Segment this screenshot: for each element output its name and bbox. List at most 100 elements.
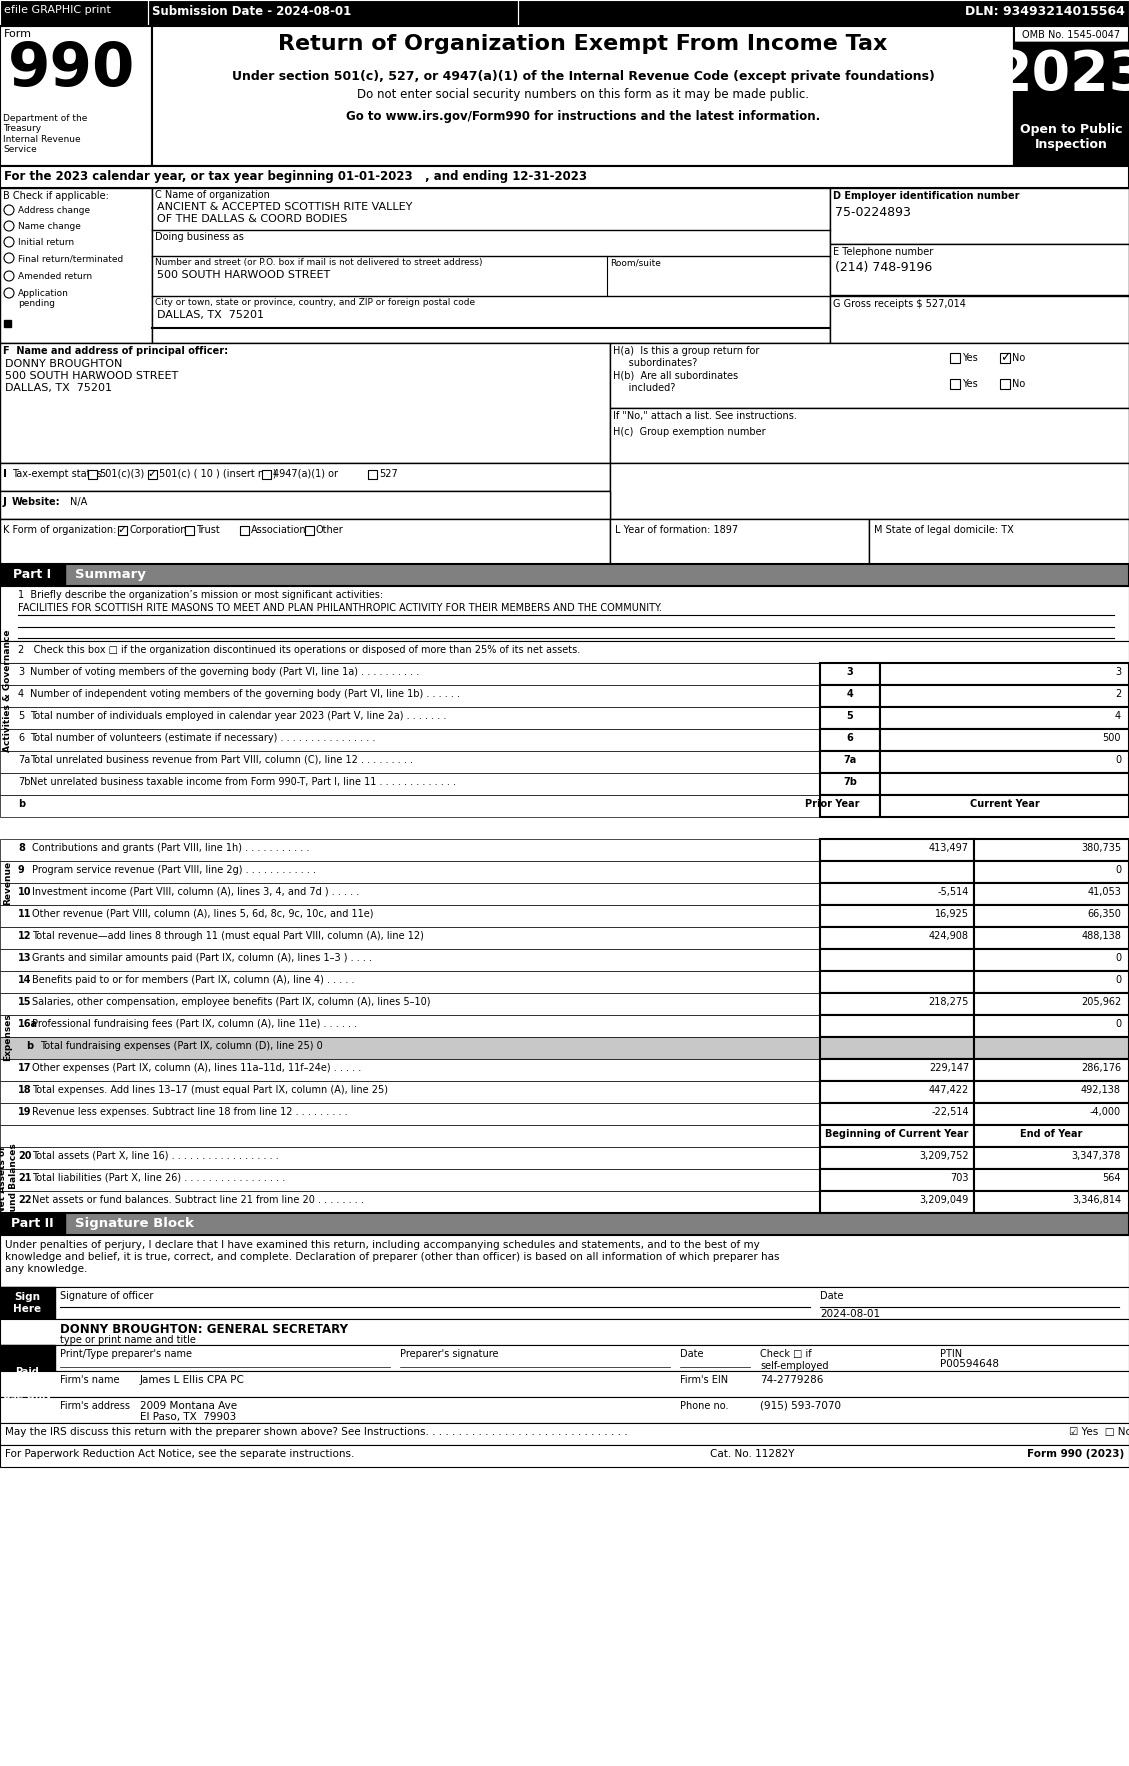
Text: ✓: ✓ (117, 526, 128, 535)
Text: 10: 10 (18, 887, 32, 897)
Bar (830, 244, 1129, 295)
Bar (820, 774, 879, 795)
Bar (0, 774, 820, 795)
Text: No: No (1012, 353, 1025, 364)
Text: Yes: Yes (962, 380, 978, 389)
Bar (820, 839, 974, 862)
Bar (0, 1104, 820, 1125)
Text: Expenses: Expenses (3, 1014, 12, 1061)
Text: Under penalties of perjury, I declare that I have examined this return, includin: Under penalties of perjury, I declare th… (5, 1240, 760, 1250)
Text: 2: 2 (1114, 689, 1121, 699)
Bar (610, 519, 869, 563)
Text: Phone no.: Phone no. (680, 1400, 728, 1411)
Bar (119, 526, 126, 535)
Text: Preparer's signature: Preparer's signature (400, 1349, 499, 1360)
Text: 17: 17 (18, 1063, 32, 1074)
Text: 3: 3 (847, 668, 854, 676)
Text: 41,053: 41,053 (1087, 887, 1121, 897)
Bar (974, 904, 1129, 927)
Bar (830, 297, 1129, 343)
Bar (974, 862, 1129, 883)
Bar (820, 992, 974, 1015)
Text: Firm's address: Firm's address (60, 1400, 130, 1411)
Bar (610, 343, 1129, 408)
Text: -4,000: -4,000 (1089, 1107, 1121, 1118)
Bar (974, 1037, 1129, 1060)
Bar (0, 992, 820, 1015)
Text: Part I: Part I (12, 569, 51, 581)
Bar (0, 1146, 820, 1169)
Text: Print/Type preparer's name: Print/Type preparer's name (60, 1349, 192, 1360)
Text: Room/suite: Room/suite (610, 258, 660, 267)
Bar (240, 526, 250, 535)
Text: Date: Date (820, 1291, 843, 1302)
Bar (0, 463, 610, 491)
Text: 2024-08-01: 2024-08-01 (820, 1309, 881, 1319)
Text: 9: 9 (18, 865, 25, 874)
Bar (830, 187, 1129, 244)
Text: 3,347,378: 3,347,378 (1071, 1151, 1121, 1160)
Text: b: b (26, 1040, 33, 1051)
Text: 16a: 16a (18, 1019, 38, 1030)
Text: Name change: Name change (18, 223, 81, 231)
Text: Yes: Yes (962, 353, 978, 364)
Bar (305, 526, 314, 535)
Bar (0, 839, 820, 862)
Text: Total unrelated business revenue from Part VIII, column (C), line 12 . . . . . .: Total unrelated business revenue from Pa… (30, 756, 413, 765)
Text: FACILITIES FOR SCOTTISH RITE MASONS TO MEET AND PLAN PHILANTHROPIC ACTIVITY FOR : FACILITIES FOR SCOTTISH RITE MASONS TO M… (18, 602, 662, 613)
Text: Summary: Summary (75, 569, 146, 581)
Bar (0, 1423, 1129, 1445)
Text: 424,908: 424,908 (929, 931, 969, 941)
Text: Tax-exempt status:: Tax-exempt status: (12, 470, 105, 479)
Text: Check □ if
self-employed: Check □ if self-employed (760, 1349, 829, 1370)
Bar (152, 187, 830, 343)
Text: Other expenses (Part IX, column (A), lines 11a–11d, 11f–24e) . . . . .: Other expenses (Part IX, column (A), lin… (32, 1063, 361, 1074)
Text: 66,350: 66,350 (1087, 909, 1121, 918)
Text: 3,346,814: 3,346,814 (1071, 1196, 1121, 1204)
Text: Activities & Governance: Activities & Governance (3, 629, 12, 752)
Text: 0: 0 (1114, 865, 1121, 874)
Text: Open to Public
Inspection: Open to Public Inspection (1019, 124, 1122, 152)
Text: P00594648: P00594648 (940, 1360, 999, 1369)
Text: 11: 11 (18, 909, 32, 918)
Bar (974, 971, 1129, 992)
Bar (974, 992, 1129, 1015)
Bar (820, 883, 974, 904)
Bar (820, 1060, 974, 1081)
Text: 0: 0 (1114, 756, 1121, 765)
Bar (152, 26, 1014, 166)
Text: 7b: 7b (843, 777, 857, 788)
Text: 6: 6 (18, 733, 24, 743)
Text: 2023: 2023 (994, 48, 1129, 102)
Bar (0, 343, 610, 463)
Text: I: I (3, 470, 7, 479)
Text: Amended return: Amended return (18, 272, 93, 281)
Text: 75-0224893: 75-0224893 (835, 207, 911, 219)
Text: knowledge and belief, it is true, correct, and complete. Declaration of preparer: knowledge and belief, it is true, correc… (5, 1252, 779, 1263)
Text: Number of voting members of the governing body (Part VI, line 1a) . . . . . . . : Number of voting members of the governin… (30, 668, 419, 676)
Text: 15: 15 (18, 998, 32, 1007)
Text: 3,209,049: 3,209,049 (920, 1196, 969, 1204)
Text: Doing business as: Doing business as (155, 231, 244, 242)
Text: El Paso, TX  79903: El Paso, TX 79903 (140, 1413, 236, 1422)
Bar (0, 1213, 1129, 1234)
Bar (949, 380, 960, 389)
Text: Beginning of Current Year: Beginning of Current Year (825, 1128, 969, 1139)
Text: Net Assets or
Fund Balances: Net Assets or Fund Balances (0, 1143, 18, 1217)
Text: Total expenses. Add lines 13–17 (must equal Part IX, column (A), line 25): Total expenses. Add lines 13–17 (must eq… (32, 1084, 388, 1095)
Text: J: J (3, 496, 7, 507)
Text: 7a: 7a (843, 756, 857, 765)
Text: Application
pending: Application pending (18, 290, 69, 309)
Bar (0, 1346, 55, 1423)
Text: ✓: ✓ (1000, 351, 1010, 364)
Text: DLN: 93493214015564: DLN: 93493214015564 (965, 5, 1124, 18)
Bar (1014, 120, 1129, 166)
Bar (0, 1190, 820, 1213)
Text: F  Name and address of principal officer:: F Name and address of principal officer: (3, 346, 228, 357)
Bar (0, 586, 1129, 641)
Bar (0, 1287, 55, 1319)
Text: Department of the
Treasury
Internal Revenue
Service: Department of the Treasury Internal Reve… (3, 115, 87, 154)
Bar (0, 662, 820, 685)
Text: 5: 5 (18, 712, 24, 721)
Text: 500 SOUTH HARWOOD STREET: 500 SOUTH HARWOOD STREET (5, 371, 178, 381)
